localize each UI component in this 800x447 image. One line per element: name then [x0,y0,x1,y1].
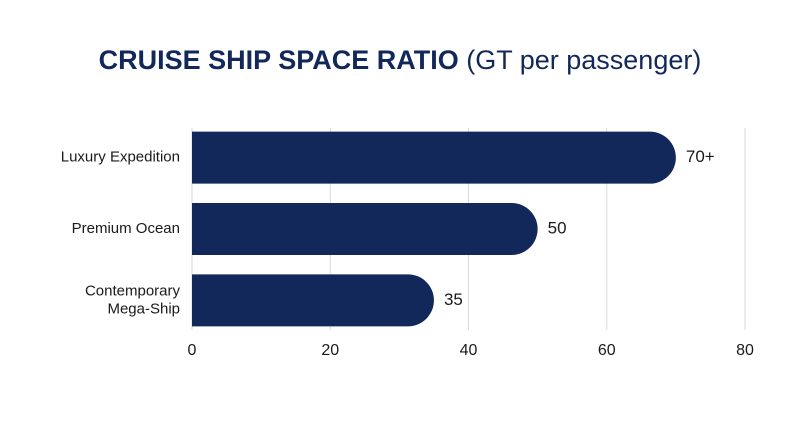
y-tick-label: Luxury Expedition [61,149,180,166]
chart-unit: (GT per passenger) [466,45,701,75]
x-tick-label: 40 [460,342,478,359]
y-tick-label: Premium Ocean [72,220,180,237]
y-tick-label: Contemporary Mega-Ship [85,282,181,317]
x-tick-label: 20 [321,342,339,359]
bar [192,131,676,184]
chart-title: CRUISE SHIP SPACE RATIO [99,45,459,75]
y-tick-label-line: Contemporary [85,282,181,299]
bar [192,274,434,327]
bar [192,203,538,255]
y-tick-label-line: Mega-Ship [107,300,180,317]
x-tick-label: 60 [598,342,616,359]
x-tick-label: 0 [188,342,197,359]
x-tick-label: 80 [736,342,754,359]
chart-title-group: CRUISE SHIP SPACE RATIO (GT per passenge… [99,45,702,75]
value-label: 35 [444,290,463,309]
value-label: 50 [548,218,567,237]
value-label: 70+ [686,147,715,166]
